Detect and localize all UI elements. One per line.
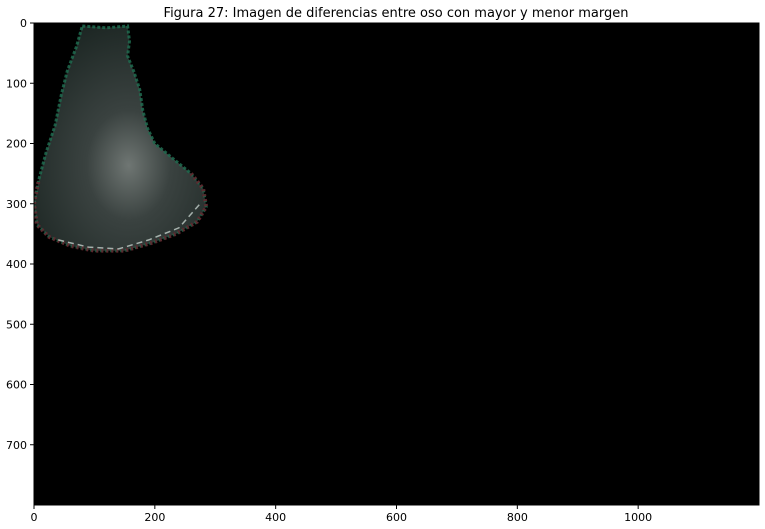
x-tick-label: 600 [386,511,407,524]
x-tick-label: 800 [507,511,528,524]
bear-edge-green [34,24,208,253]
y-tick-label: 300 [6,198,27,211]
x-tick-label: 400 [265,511,286,524]
image-background [34,23,759,505]
y-tick-label: 100 [6,77,27,90]
y-tick-label: 0 [20,17,27,30]
chart-title: Figura 27: Imagen de diferencias entre o… [164,6,629,21]
y-tick-label: 400 [6,258,27,271]
x-axis: 0 200 400 600 800 1000 [31,505,652,524]
x-tick-label: 1000 [624,511,652,524]
bear-bottom-highlight [58,203,201,250]
plot-area [33,22,760,506]
y-tick-label: 600 [6,379,27,392]
y-axis: 0 100 200 300 400 500 600 700 [6,17,34,452]
x-tick-label: 0 [31,511,38,524]
x-tick-label: 200 [144,511,165,524]
y-tick-label: 500 [6,318,27,331]
bear-difference-region [34,26,207,251]
y-tick-label: 200 [6,138,27,151]
y-tick-label: 700 [6,439,27,452]
